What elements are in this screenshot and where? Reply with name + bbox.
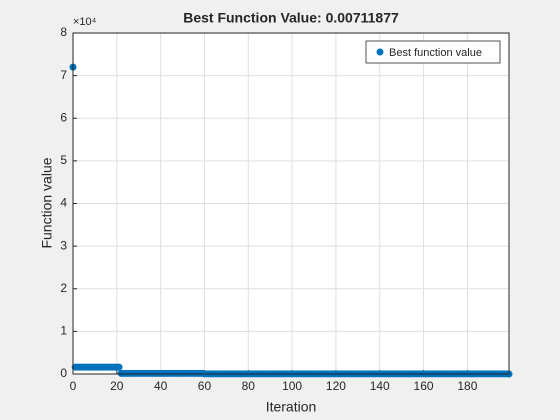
x-tick-label: 100 <box>282 379 302 393</box>
x-tick-label: 60 <box>198 379 212 393</box>
y-tick-label: 5 <box>60 153 67 167</box>
x-tick-label: 160 <box>414 379 434 393</box>
y-tick-label: 1 <box>60 324 67 338</box>
legend: Best function value <box>365 40 501 64</box>
y-tick-label: 2 <box>60 281 67 295</box>
chart-title: Best Function Value: 0.00711877 <box>183 10 399 26</box>
y-tick-label: 7 <box>60 68 67 82</box>
points <box>69 63 513 378</box>
x-tick-label: 40 <box>154 379 168 393</box>
grid <box>72 32 509 375</box>
y-tick-label: 0 <box>60 366 67 380</box>
x-tick-label: 120 <box>326 379 346 393</box>
axes-box <box>72 32 510 375</box>
y-tick-label: 6 <box>60 110 67 124</box>
x-tick-label: 180 <box>457 379 477 393</box>
y-tick-label: 3 <box>60 238 67 252</box>
point <box>115 363 123 371</box>
y-axis-label: Function value <box>39 157 55 248</box>
y-tick-label: 8 <box>60 25 67 39</box>
legend-marker <box>376 48 384 56</box>
x-tick-label: 140 <box>370 379 390 393</box>
x-axis-label: Iteration <box>266 399 317 415</box>
legend-label: Best function value <box>389 47 482 59</box>
y-scale-label: ×10⁴ <box>73 16 97 28</box>
x-tick-label: 80 <box>242 379 256 393</box>
y-tick-label: 4 <box>60 196 67 210</box>
x-tick-label: 0 <box>70 379 77 393</box>
x-tick-label: 20 <box>110 379 124 393</box>
legend-box <box>365 40 501 64</box>
